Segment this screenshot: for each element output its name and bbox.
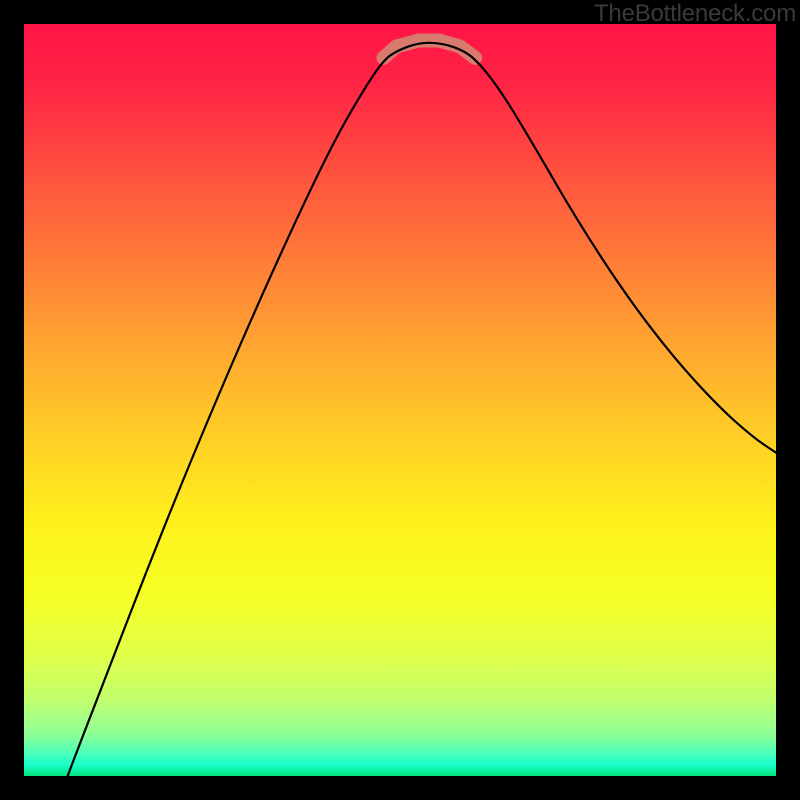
chart-container: TheBottleneck.com — [0, 0, 800, 800]
bottleneck-chart — [0, 0, 800, 800]
gradient-background — [24, 24, 776, 776]
